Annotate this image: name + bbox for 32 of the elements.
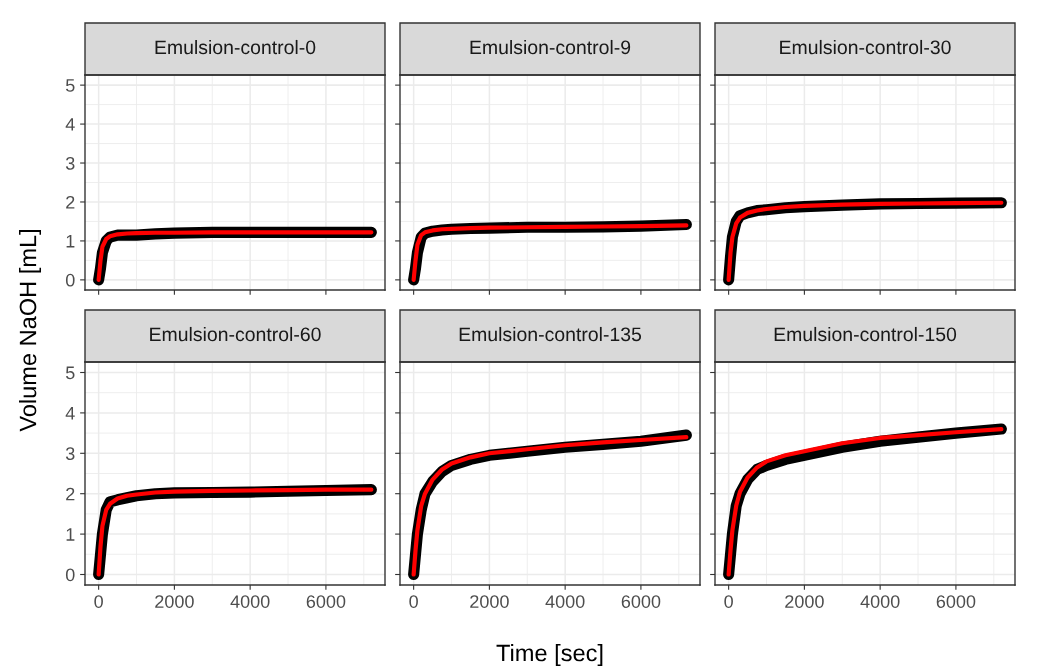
y-tick-label: 5: [65, 366, 75, 380]
x-tick-label: 2000: [470, 595, 509, 608]
x-tick-label: 4000: [860, 595, 900, 608]
x-tick-label: 6000: [936, 595, 976, 608]
x-tick-label: 2000: [155, 595, 194, 608]
x-tick-label: 6000: [306, 595, 346, 608]
y-tick-label: 4: [65, 407, 75, 420]
y-axis-title: Volume NaOH [mL]: [19, 229, 41, 432]
x-tick-label: 0: [94, 595, 103, 608]
x-axis-title: Time [sec]: [496, 643, 603, 667]
y-tick-label: 4: [65, 118, 75, 131]
chart-title: Emulsion-control-150: [774, 326, 957, 342]
x-tick-label: 0: [724, 595, 733, 608]
chart-title: Emulsion-control-0: [155, 39, 316, 55]
x-tick-label: 6000: [621, 595, 661, 608]
y-tick-label: 1: [66, 528, 75, 541]
chart-title: Emulsion-control-135: [459, 326, 642, 342]
y-tick-label: 0: [65, 273, 75, 287]
chart-title: Emulsion-control-60: [150, 326, 321, 342]
x-tick-label: 4000: [545, 595, 585, 608]
chart-title: Emulsion-control-30: [780, 39, 951, 55]
y-tick-label: 2: [66, 195, 75, 209]
x-tick-label: 0: [409, 595, 418, 608]
chart-title: Emulsion-control-9: [470, 39, 631, 55]
y-tick-label: 1: [66, 235, 75, 248]
y-tick-label: 3: [65, 156, 75, 170]
x-tick-label: 4000: [230, 595, 270, 608]
y-tick-label: 0: [65, 568, 75, 582]
y-tick-label: 3: [65, 447, 75, 461]
y-tick-label: 5: [65, 79, 75, 92]
y-tick-label: 2: [66, 487, 75, 501]
x-tick-label: 2000: [785, 595, 824, 608]
